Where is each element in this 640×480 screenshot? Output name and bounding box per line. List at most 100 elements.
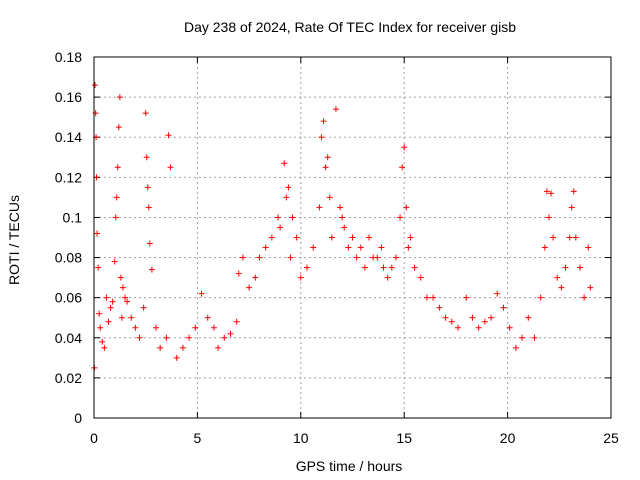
data-point <box>210 324 217 331</box>
data-point <box>349 234 356 241</box>
axis-tick-labels: 0 0.02 0.04 0.06 0.08 0.1 0.12 0.14 0.16 0.18 0 5 10… <box>55 49 619 446</box>
data-point <box>442 314 449 321</box>
data-point <box>252 274 259 281</box>
data-point <box>233 318 240 325</box>
data-point <box>392 254 399 261</box>
data-point <box>345 244 352 251</box>
data-point <box>310 244 317 251</box>
data-point <box>246 284 253 291</box>
data-point <box>378 244 385 251</box>
data-point <box>122 294 129 301</box>
data-point <box>97 324 104 331</box>
data-point <box>101 344 108 351</box>
data-point <box>494 290 501 297</box>
data-point <box>275 214 282 221</box>
data-point <box>341 224 348 231</box>
data-point <box>554 274 561 281</box>
data-point <box>227 330 234 337</box>
data-point <box>550 234 557 241</box>
y-tick-label: 0.04 <box>55 330 82 346</box>
y-tick-label: 0.1 <box>63 209 83 225</box>
data-point <box>140 304 147 311</box>
y-tick-label: 0.14 <box>55 129 82 145</box>
data-point <box>283 194 290 201</box>
data-point <box>545 214 552 221</box>
data-point <box>256 254 263 261</box>
data-point <box>357 244 364 251</box>
data-point <box>506 324 513 331</box>
data-point <box>103 294 110 301</box>
data-point <box>107 304 114 311</box>
data-point <box>173 354 180 361</box>
data-point <box>99 338 106 345</box>
data-point <box>548 190 555 197</box>
data-point <box>116 94 123 101</box>
data-point <box>281 160 288 167</box>
data-point <box>328 234 335 241</box>
data-point <box>179 344 186 351</box>
data-point <box>541 244 548 251</box>
data-point <box>215 344 222 351</box>
data-point <box>94 230 101 237</box>
chart-title: Day 238 of 2024, Rate Of TEC Index for r… <box>184 19 516 35</box>
data-point <box>117 274 124 281</box>
data-point <box>96 310 103 317</box>
data-point <box>430 294 437 301</box>
x-tick-label: 15 <box>396 430 412 446</box>
data-point <box>380 264 387 271</box>
data-point <box>531 334 538 341</box>
data-point <box>568 204 575 211</box>
data-point <box>167 164 174 171</box>
data-point <box>562 264 569 271</box>
data-point <box>128 314 135 321</box>
data-point <box>119 284 126 291</box>
data-point <box>397 214 404 221</box>
data-point <box>469 314 476 321</box>
data-point <box>405 244 412 251</box>
data-point <box>320 118 327 125</box>
data-point <box>221 334 228 341</box>
data-point <box>576 264 583 271</box>
data-point <box>463 294 470 301</box>
data-point <box>481 318 488 325</box>
data-point <box>337 204 344 211</box>
data-point <box>142 110 149 117</box>
data-point <box>488 314 495 321</box>
data-point <box>235 270 242 277</box>
data-point <box>403 204 410 211</box>
y-tick-label: 0 <box>74 410 82 426</box>
data-point <box>374 254 381 261</box>
data-point <box>322 164 329 171</box>
data-point <box>143 154 150 161</box>
data-point <box>186 334 193 341</box>
data-point <box>316 204 323 211</box>
data-point <box>118 314 125 321</box>
data-point <box>388 264 395 271</box>
data-point <box>475 324 482 331</box>
plot-frame <box>93 56 612 419</box>
data-point <box>146 240 153 247</box>
data-point <box>285 184 292 191</box>
data-points <box>91 82 594 371</box>
y-tick-label: 0.06 <box>55 290 82 306</box>
data-point <box>136 334 143 341</box>
data-point <box>326 194 333 201</box>
data-point <box>401 144 408 151</box>
x-tick-label: 0 <box>90 430 98 446</box>
y-tick-label: 0.02 <box>55 370 82 386</box>
data-point <box>454 324 461 331</box>
x-tick-label: 10 <box>293 430 309 446</box>
data-point <box>198 290 205 297</box>
y-tick-label: 0.12 <box>55 169 82 185</box>
data-point <box>366 234 373 241</box>
data-point <box>115 124 122 131</box>
data-point <box>95 264 102 271</box>
y-tick-label: 0.18 <box>55 49 82 65</box>
data-point <box>332 106 339 113</box>
data-point <box>293 234 300 241</box>
data-point <box>144 184 151 191</box>
data-point <box>407 234 414 241</box>
data-point <box>113 194 120 201</box>
data-point <box>512 344 519 351</box>
y-axis-label: ROTI / TECUs <box>6 195 22 285</box>
